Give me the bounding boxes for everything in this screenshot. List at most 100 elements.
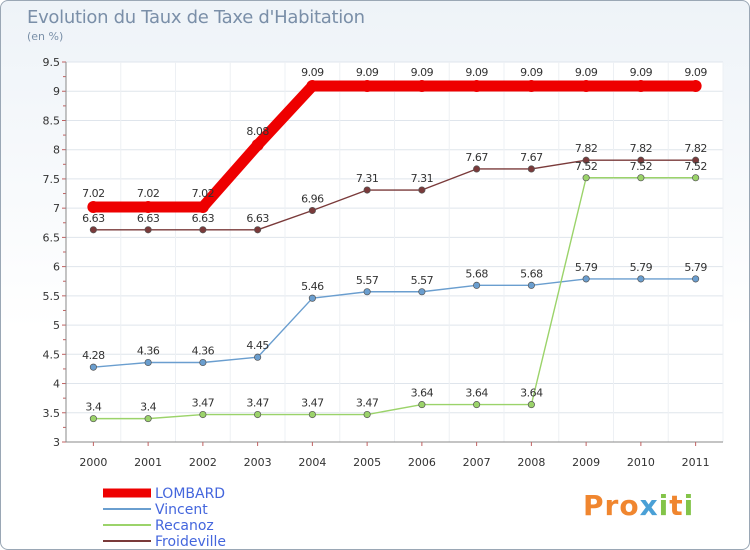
y-tick-label: 8.5 — [43, 114, 61, 127]
data-point — [254, 353, 262, 361]
proxiti-logo: Proxiti — [583, 489, 694, 522]
y-tick-label: 5.5 — [43, 290, 61, 303]
data-point — [527, 401, 535, 409]
data-point — [415, 79, 428, 92]
data-label: 3.64 — [520, 387, 543, 400]
data-label: 5.79 — [630, 261, 653, 274]
data-label: 5.79 — [684, 261, 707, 274]
data-point — [308, 294, 316, 302]
data-label: 7.31 — [411, 172, 434, 185]
data-label: 7.82 — [630, 142, 653, 155]
x-tick-label: 2000 — [79, 456, 107, 469]
data-label: 6.63 — [82, 212, 105, 225]
data-label: 7.82 — [575, 142, 598, 155]
y-tick-label: 9 — [53, 85, 60, 98]
data-point — [144, 415, 152, 423]
data-label: 5.79 — [575, 261, 598, 274]
data-point — [87, 200, 100, 213]
y-tick-label: 7 — [53, 202, 60, 215]
x-tick-label: 2005 — [353, 456, 381, 469]
series-line-vincent — [92, 278, 697, 368]
series-line-lombard — [87, 80, 702, 213]
data-point — [363, 186, 371, 194]
data-point — [634, 79, 647, 92]
data-label: 7.02 — [137, 187, 160, 200]
data-label: 5.46 — [301, 280, 324, 293]
data-label: 3.4 — [140, 401, 156, 414]
x-tick-label: 2001 — [134, 456, 162, 469]
y-tick-label: 6 — [53, 261, 60, 274]
y-tick-label: 5 — [53, 319, 60, 332]
data-label: 5.68 — [520, 267, 543, 280]
data-label: 7.31 — [356, 172, 379, 185]
data-label: 7.52 — [630, 160, 653, 173]
chart-title: Evolution du Taux de Taxe d'Habitation — [27, 7, 365, 28]
data-point — [580, 79, 593, 92]
data-label: 3.64 — [465, 387, 488, 400]
y-tick-label: 3.5 — [43, 407, 61, 420]
x-tick-label: 2004 — [298, 456, 326, 469]
data-label: 8.08 — [246, 125, 269, 138]
data-label: 7.67 — [465, 151, 488, 164]
data-point — [582, 156, 590, 164]
data-point — [418, 288, 426, 296]
data-label: 7.52 — [684, 160, 707, 173]
x-tick-label: 2002 — [189, 456, 217, 469]
data-point — [692, 174, 700, 182]
data-point — [144, 358, 152, 367]
data-label: 7.02 — [82, 187, 105, 200]
data-label: 7.67 — [520, 151, 543, 164]
x-tick-label: 2010 — [627, 456, 655, 469]
y-tick-label: 8 — [53, 144, 60, 157]
data-point — [199, 410, 207, 419]
data-point — [199, 358, 207, 367]
data-label: 3.47 — [246, 397, 269, 410]
data-point — [251, 139, 264, 152]
data-point — [89, 226, 97, 234]
data-point — [308, 410, 316, 419]
series-line-froideville — [92, 159, 697, 231]
logo-letter: o — [619, 489, 640, 522]
data-label: 6.63 — [192, 212, 215, 225]
legend-label: Vincent — [155, 502, 208, 518]
data-label: 3.47 — [301, 397, 324, 410]
data-point — [363, 288, 371, 296]
data-point — [473, 165, 481, 173]
legend-label: Recanoz — [155, 518, 214, 534]
x-tick-label: 2007 — [463, 456, 491, 469]
data-point — [363, 410, 371, 419]
data-label: 4.28 — [82, 349, 105, 362]
data-label: 3.47 — [356, 397, 379, 410]
data-label: 4.45 — [246, 339, 269, 352]
data-point — [308, 206, 316, 215]
x-tick-label: 2008 — [517, 456, 545, 469]
y-tick-label: 7.5 — [43, 173, 61, 186]
y-tick-label: 4 — [53, 378, 60, 391]
data-label: 9.09 — [356, 66, 379, 79]
data-label: 5.57 — [356, 274, 379, 287]
data-point — [692, 156, 700, 164]
data-point — [470, 79, 483, 92]
data-point — [689, 79, 702, 92]
x-tick-label: 2009 — [572, 456, 600, 469]
y-tick-label: 6.5 — [43, 231, 61, 244]
data-point — [89, 363, 97, 371]
data-label: 9.09 — [301, 66, 324, 79]
data-point — [692, 275, 700, 283]
logo-letter: t — [669, 489, 684, 522]
data-point — [196, 200, 209, 213]
legend-label: LOMBARD — [155, 486, 225, 502]
data-point — [637, 156, 645, 164]
data-label: 4.36 — [192, 344, 215, 357]
data-label: 6.96 — [301, 192, 324, 205]
data-label: 9.09 — [684, 66, 707, 79]
data-label: 7.52 — [575, 160, 598, 173]
data-point — [306, 79, 319, 92]
data-label: 7.02 — [192, 187, 215, 200]
data-point — [582, 174, 590, 182]
data-point — [473, 401, 481, 409]
data-point — [582, 275, 590, 283]
data-label: 5.68 — [465, 267, 488, 280]
data-label: 3.4 — [85, 401, 101, 414]
